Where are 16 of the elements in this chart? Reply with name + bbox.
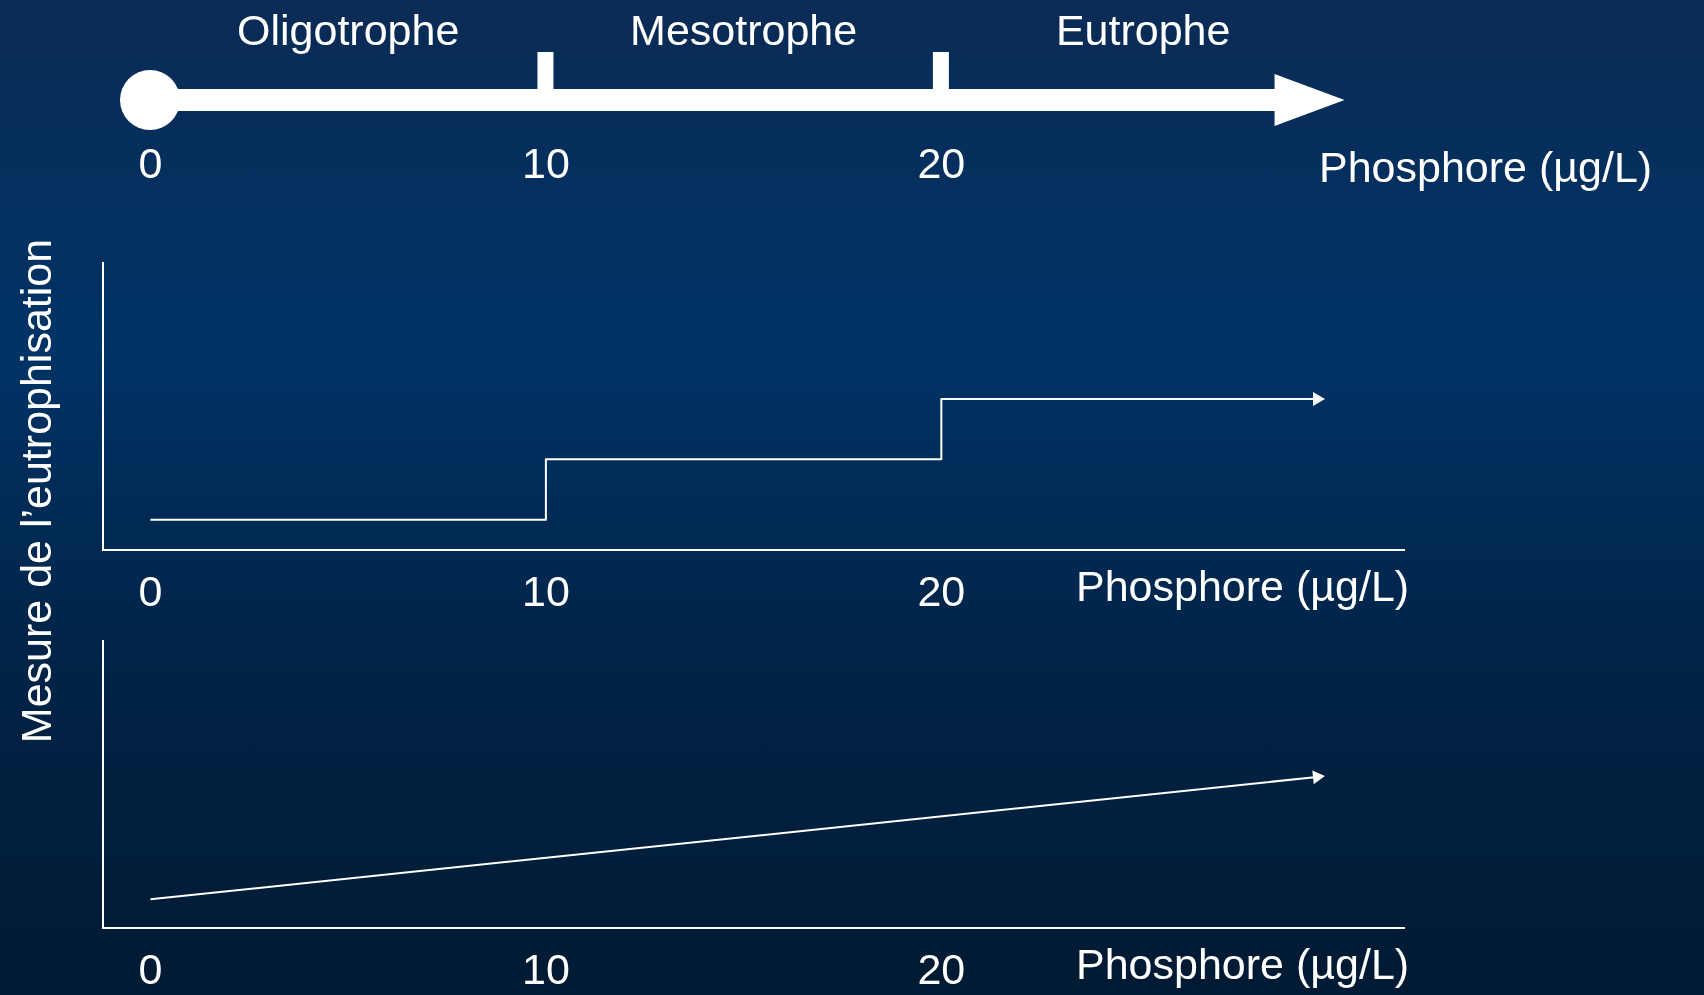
x-axis-title: Phosphore (µg/L)	[1076, 562, 1410, 611]
text: Mesotrophe	[630, 5, 858, 54]
x-axis-title: Phosphore (µg/L)	[1076, 940, 1410, 989]
x-tick-label: 0	[138, 566, 163, 615]
x2-tick-label: 10	[521, 139, 570, 188]
x-tick-label: 20	[917, 944, 966, 993]
y-axis-title: Mesure de l’eutrophisation	[11, 238, 61, 744]
x2-tick-label: 0	[138, 139, 163, 188]
x-tick-label: 0	[138, 944, 163, 993]
text: Eutrophe	[1055, 5, 1231, 54]
text: Oligotrophe	[237, 5, 460, 54]
x-tick-label: 10	[521, 566, 570, 615]
x2-tick-label: 20	[917, 139, 966, 188]
x-tick-label: 10	[521, 944, 570, 993]
x2-axis-title: Phosphore (µg/L)	[1319, 143, 1653, 192]
x-tick-label: 20	[917, 566, 966, 615]
